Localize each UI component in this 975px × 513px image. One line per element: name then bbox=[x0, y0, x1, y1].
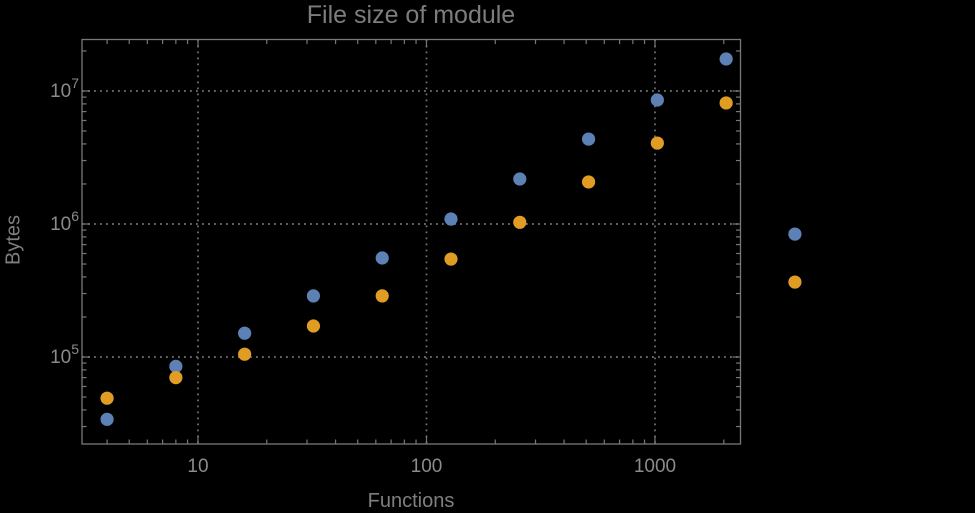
data-point-blue-x2048 bbox=[719, 52, 733, 66]
data-point-orange-x512 bbox=[581, 175, 596, 189]
data-point-orange-x64 bbox=[375, 289, 389, 303]
data-point-blue-x16 bbox=[238, 326, 252, 340]
data-point-blue-x8 bbox=[169, 359, 183, 373]
tick-label-y-10e6: 106 bbox=[50, 208, 79, 235]
data-point-orange-x4096 bbox=[788, 275, 802, 289]
plot-frame bbox=[81, 38, 742, 445]
y-axis-label: Bytes bbox=[2, 214, 25, 266]
data-point-blue-x128 bbox=[444, 212, 458, 226]
data-point-orange-x8 bbox=[169, 371, 183, 385]
data-point-orange-x4 bbox=[100, 391, 114, 405]
data-point-blue-x32 bbox=[306, 289, 321, 303]
chart-title: File size of module bbox=[306, 1, 516, 29]
tick-label-x-100: 100 bbox=[411, 456, 443, 477]
data-point-orange-x32 bbox=[306, 319, 321, 333]
data-point-blue-x256 bbox=[513, 172, 527, 186]
data-point-orange-x1024 bbox=[650, 136, 664, 150]
data-point-blue-x4 bbox=[100, 412, 114, 426]
data-point-orange-x128 bbox=[444, 252, 458, 266]
data-point-orange-x256 bbox=[513, 215, 527, 229]
x-axis-label: Functions bbox=[367, 490, 455, 512]
data-point-blue-x512 bbox=[581, 132, 596, 146]
data-point-orange-x16 bbox=[238, 347, 252, 361]
data-point-blue-x64 bbox=[375, 251, 389, 265]
data-point-blue-x4096 bbox=[788, 227, 802, 241]
data-point-orange-x2048 bbox=[719, 96, 733, 110]
tick-label-x-10: 10 bbox=[187, 456, 208, 477]
tick-label-x-1000: 1000 bbox=[634, 456, 676, 477]
tick-label-y-10e5: 105 bbox=[50, 341, 79, 368]
tick-label-y-10e7: 107 bbox=[50, 75, 79, 102]
data-point-blue-x1024 bbox=[650, 93, 664, 107]
